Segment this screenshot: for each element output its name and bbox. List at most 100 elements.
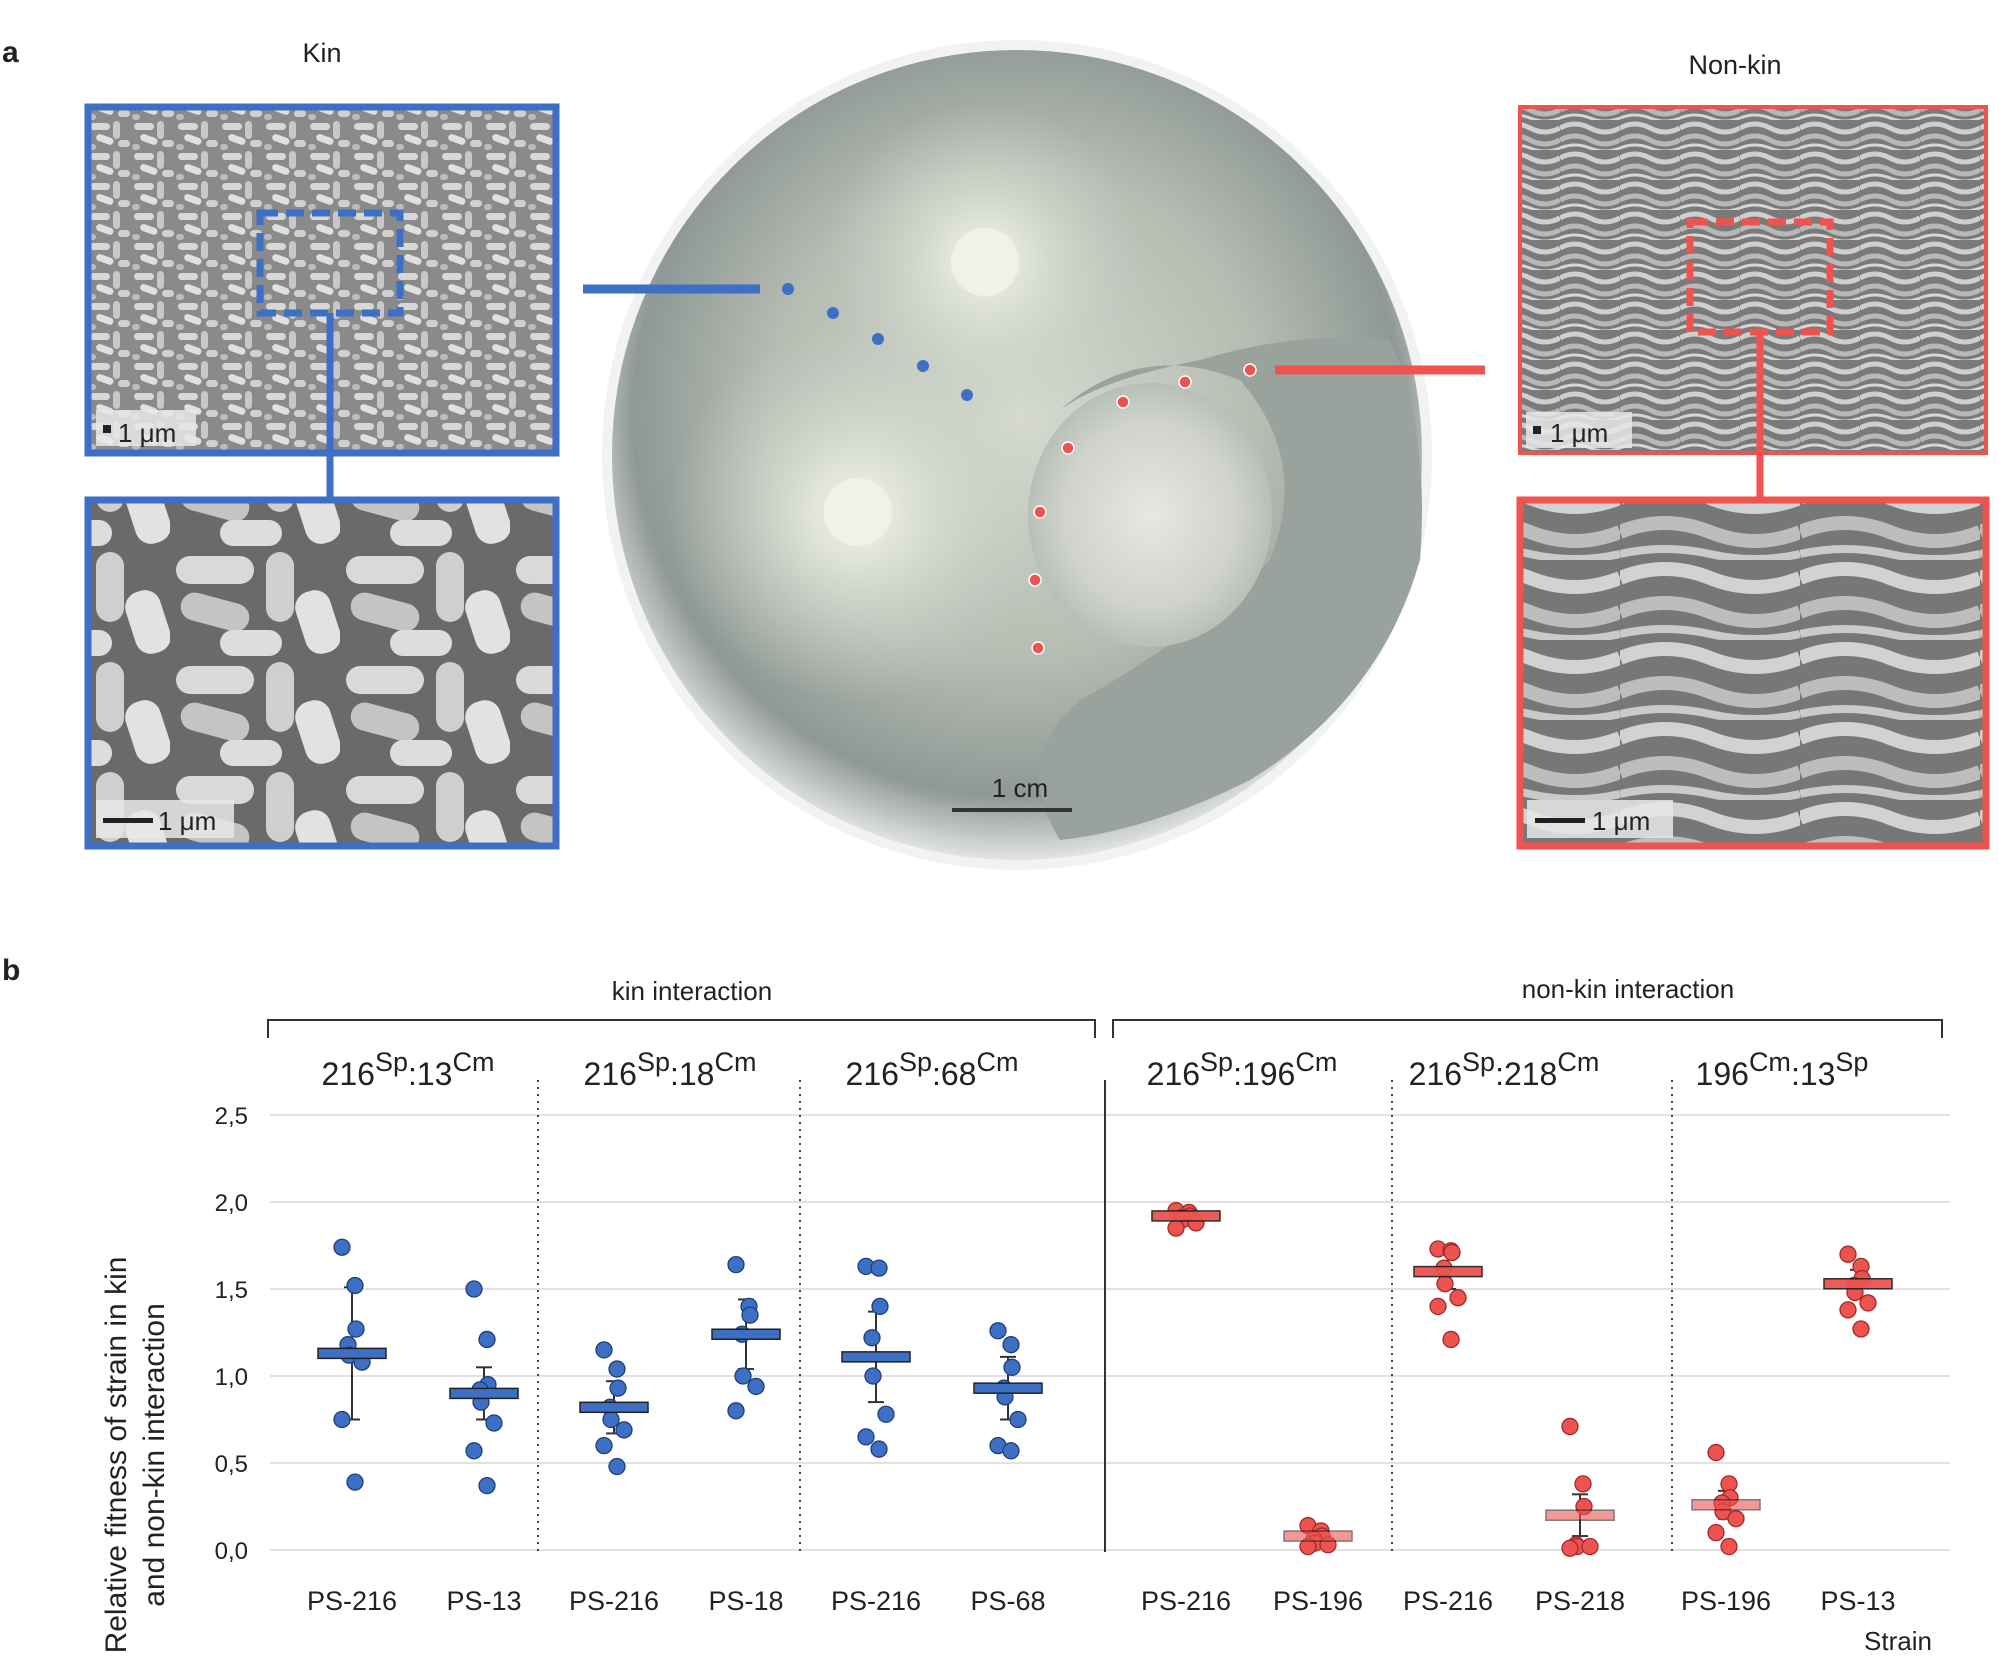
kin-colony-left-center: [824, 478, 892, 546]
data-point: [870, 1440, 888, 1458]
y-axis-title-line2: and non-kin interaction: [138, 1303, 171, 1607]
x-tick-label: PS-216: [569, 1586, 659, 1616]
data-point: [478, 1330, 496, 1349]
pair-title: 216Sp:13Cm: [322, 1047, 495, 1092]
pair-title-mid: :13: [408, 1056, 452, 1092]
kin-zoom-box: [256, 209, 404, 317]
kin-top-scale: 1 μm: [118, 418, 176, 448]
data-point: [346, 1473, 364, 1491]
strain-column: [1413, 1240, 1483, 1349]
data-point: [347, 1320, 365, 1338]
data-point: [877, 1405, 895, 1423]
panel-a-figure: a Kin Non-kin 1 μm 1 μm 1 μm 1 μm: [2, 36, 1990, 870]
kin-sem-closeup: 1 μm: [84, 496, 560, 850]
pair-title: 216Sp:218Cm: [1409, 1047, 1600, 1092]
data-point: [747, 1377, 765, 1396]
pair-title-base: 196: [1696, 1056, 1749, 1092]
data-point: [863, 1329, 881, 1347]
data-point: [1581, 1537, 1599, 1556]
data-point: [333, 1410, 351, 1429]
pair-title-sup1: Cm: [1749, 1047, 1791, 1077]
panel-b-letter: b: [2, 954, 20, 987]
strain-column: [841, 1257, 911, 1458]
x-tick-label: PS-13: [1820, 1586, 1895, 1616]
pair-title-mid: :196: [1233, 1056, 1295, 1092]
pair-title-mid: :68: [932, 1056, 976, 1092]
kin-bracket: [267, 1019, 1096, 1038]
nonkin-top-scale: 1 μm: [1550, 418, 1608, 448]
strain-column: [317, 1238, 387, 1491]
y-tick-label: 2,5: [215, 1103, 248, 1130]
data-point: [1449, 1289, 1467, 1307]
data-point: [1707, 1523, 1725, 1542]
data-point: [1003, 1358, 1021, 1376]
mean-bar: [1413, 1265, 1483, 1278]
pair-title-base: 216: [322, 1056, 375, 1092]
mean-bar: [973, 1382, 1043, 1394]
mean-bar: [1151, 1210, 1221, 1222]
pair-title-base: 216: [846, 1056, 899, 1092]
y-axis-title-line1: Relative fitness of strain in kin: [100, 1257, 133, 1654]
pair-titles: 216Sp:13Cm 216Sp:18Cm 216Sp:68Cm 216Sp:196C…: [322, 1047, 1869, 1092]
pair-title: 216Sp:68Cm: [846, 1047, 1019, 1092]
kin-label: Kin: [302, 38, 341, 68]
strain-column: [711, 1255, 781, 1420]
data-point: [857, 1428, 875, 1446]
data-point: [595, 1436, 613, 1455]
pair-title-sup2: Cm: [1295, 1047, 1337, 1077]
x-tick-label: PS-218: [1535, 1586, 1625, 1616]
pair-title-base: 216: [1409, 1056, 1462, 1092]
nonkin-bracket: [1112, 1019, 1943, 1038]
mean-bar: [449, 1387, 519, 1400]
data-point: [1002, 1336, 1020, 1354]
mean-bar: [1283, 1530, 1353, 1542]
strain-column: [1283, 1516, 1353, 1556]
data-point: [727, 1402, 745, 1420]
data-point: [609, 1379, 627, 1397]
kin-bottom-scale: 1 μm: [158, 806, 216, 836]
fitness-chart: b kin interaction non-kin interaction Re…: [2, 954, 1950, 1656]
pair-title-base: 216: [1147, 1056, 1200, 1092]
data-point: [1002, 1442, 1020, 1460]
data-point: [734, 1367, 752, 1385]
nonkin-territory: [1039, 337, 1422, 840]
kin-colony-top-center: [951, 228, 1019, 296]
nonkin-boundary-dots: [1028, 363, 1257, 655]
data-point: [1574, 1475, 1592, 1493]
strain-column: [1151, 1202, 1221, 1237]
pair-title-sup2: Cm: [1557, 1047, 1599, 1077]
data-point: [346, 1276, 364, 1295]
data-point: [1429, 1297, 1447, 1316]
pair-title-mid: :13: [1791, 1056, 1835, 1092]
pair-title-sup1: Sp: [1462, 1047, 1495, 1077]
strain-column: [1691, 1443, 1761, 1556]
x-tick-label: PS-13: [446, 1586, 521, 1616]
pair-title-sup1: Sp: [1200, 1047, 1233, 1077]
y-tick-label: 0,5: [215, 1451, 248, 1478]
data-point: [741, 1306, 759, 1324]
data-point: [465, 1442, 483, 1460]
y-tick-label: 1,0: [215, 1364, 248, 1391]
mean-bar: [1545, 1509, 1615, 1521]
x-tick-label: PS-216: [1403, 1586, 1493, 1616]
panel-a: a Kin Non-kin 1 μm 1 μm 1 μm 1 μm: [2, 36, 1990, 870]
nonkin-group-label: non-kin interaction: [1522, 974, 1734, 1004]
x-tick-label: PS-216: [831, 1586, 921, 1616]
data-point: [595, 1341, 613, 1359]
panel-b: b kin interaction non-kin interaction Re…: [0, 880, 1999, 1660]
pair-title: 196Cm:13Sp: [1696, 1047, 1869, 1092]
data-point: [989, 1322, 1007, 1340]
kin-group-label: kin interaction: [612, 976, 772, 1006]
data-point: [727, 1255, 745, 1274]
data-point: [465, 1280, 483, 1298]
strain-column: [973, 1322, 1043, 1460]
y-tick-label: 0,0: [215, 1538, 248, 1565]
data-point: [1859, 1294, 1877, 1312]
data-marks: [317, 1202, 1893, 1557]
data-point: [871, 1297, 889, 1316]
plate-scale: 1 cm: [992, 773, 1048, 803]
pair-title-sup2: Cm: [452, 1047, 494, 1077]
data-point: [1436, 1275, 1454, 1293]
pair-title-base: 216: [584, 1056, 637, 1092]
x-axis-title: Strain: [1864, 1626, 1932, 1656]
